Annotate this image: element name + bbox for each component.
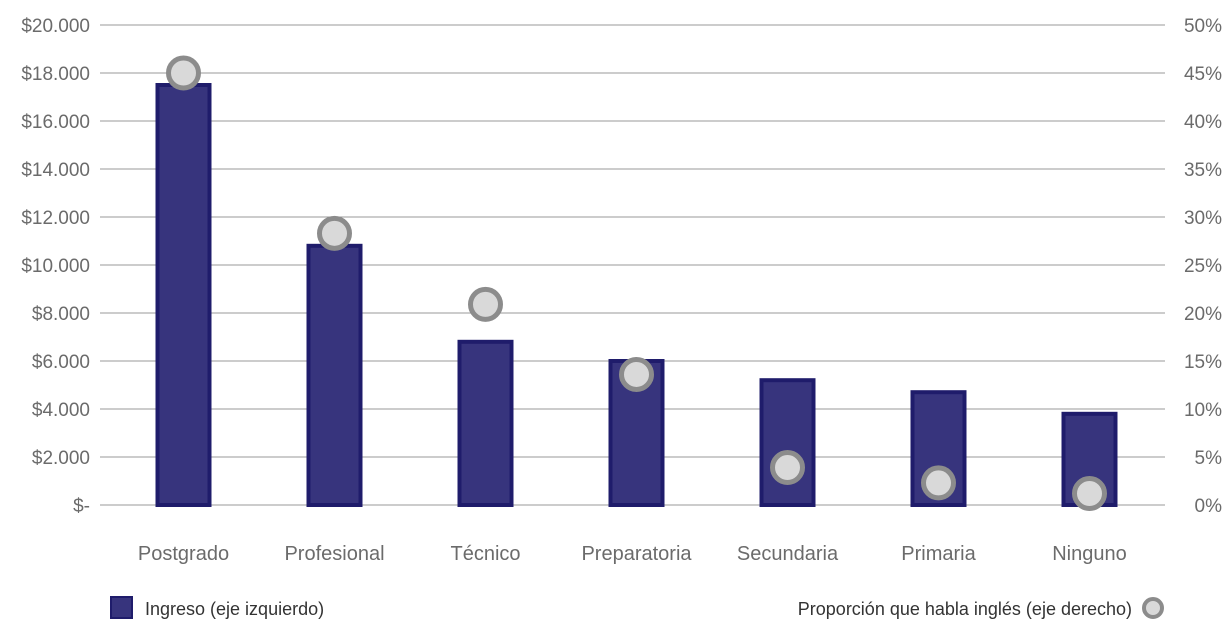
category-label: Profesional [284, 543, 384, 565]
bar-postgrado [155, 83, 212, 507]
right-tick-label: 20% [1184, 304, 1222, 325]
category-label: Postgrado [138, 543, 229, 565]
bar-primaria [910, 390, 967, 508]
legend-bar-label: Ingreso (eje izquierdo) [145, 599, 324, 619]
marker-preparatoria [619, 356, 654, 392]
income-bars [155, 83, 1118, 508]
category-labels: Postgrado Profesional Técnico Preparatoria S… [138, 543, 1127, 565]
right-tick-label: 45% [1184, 64, 1222, 85]
legend: Ingreso (eje izquierdo) Proporción que h… [110, 596, 1164, 619]
left-tick-label: $18.000 [21, 64, 90, 85]
bar-profesional [306, 243, 363, 508]
marker-primaria [921, 465, 956, 501]
legend-marker-label: Proporción que habla inglés (eje derecho… [798, 599, 1132, 619]
right-tick-label: 30% [1184, 208, 1222, 229]
left-tick-label: $6.000 [32, 352, 90, 373]
right-tick-label: 0% [1195, 496, 1223, 517]
marker-secundaria [770, 450, 805, 486]
left-tick-label: $- [73, 496, 90, 517]
left-tick-label: $14.000 [21, 160, 90, 181]
legend-marker-swatch [1142, 597, 1164, 619]
right-tick-label: 40% [1184, 112, 1222, 133]
left-tick-label: $4.000 [32, 400, 90, 421]
marker-técnico [468, 286, 503, 322]
category-label: Preparatoria [581, 543, 692, 565]
category-label: Técnico [450, 543, 520, 565]
right-tick-label: 50% [1184, 16, 1222, 37]
left-tick-label: $8.000 [32, 304, 90, 325]
legend-bar-swatch [110, 596, 133, 619]
marker-postgrado [166, 55, 201, 91]
marker-profesional [317, 215, 352, 251]
right-tick-label: 5% [1195, 448, 1223, 469]
left-tick-label: $10.000 [21, 256, 90, 277]
category-label: Primaria [901, 543, 976, 565]
bar-secundaria [759, 378, 816, 508]
right-axis: 0% 5% 10% 15% 20% 25% 30% 35% 40% 45% 50% [1184, 16, 1222, 517]
category-label: Secundaria [737, 543, 839, 565]
right-tick-label: 15% [1184, 352, 1222, 373]
left-tick-label: $16.000 [21, 112, 90, 133]
gridlines [100, 24, 1165, 506]
right-tick-label: 10% [1184, 400, 1222, 421]
right-tick-label: 35% [1184, 160, 1222, 181]
left-tick-label: $2.000 [32, 448, 90, 469]
marker-ninguno [1072, 475, 1107, 511]
left-axis: $- $2.000 $4.000 $6.000 $8.000 $10.000 $12.000… [21, 16, 90, 517]
bar-técnico [457, 339, 514, 507]
left-tick-label: $20.000 [21, 16, 90, 37]
left-tick-label: $12.000 [21, 208, 90, 229]
category-label: Ninguno [1052, 543, 1127, 565]
english-markers [166, 55, 1107, 511]
right-tick-label: 25% [1184, 256, 1222, 277]
